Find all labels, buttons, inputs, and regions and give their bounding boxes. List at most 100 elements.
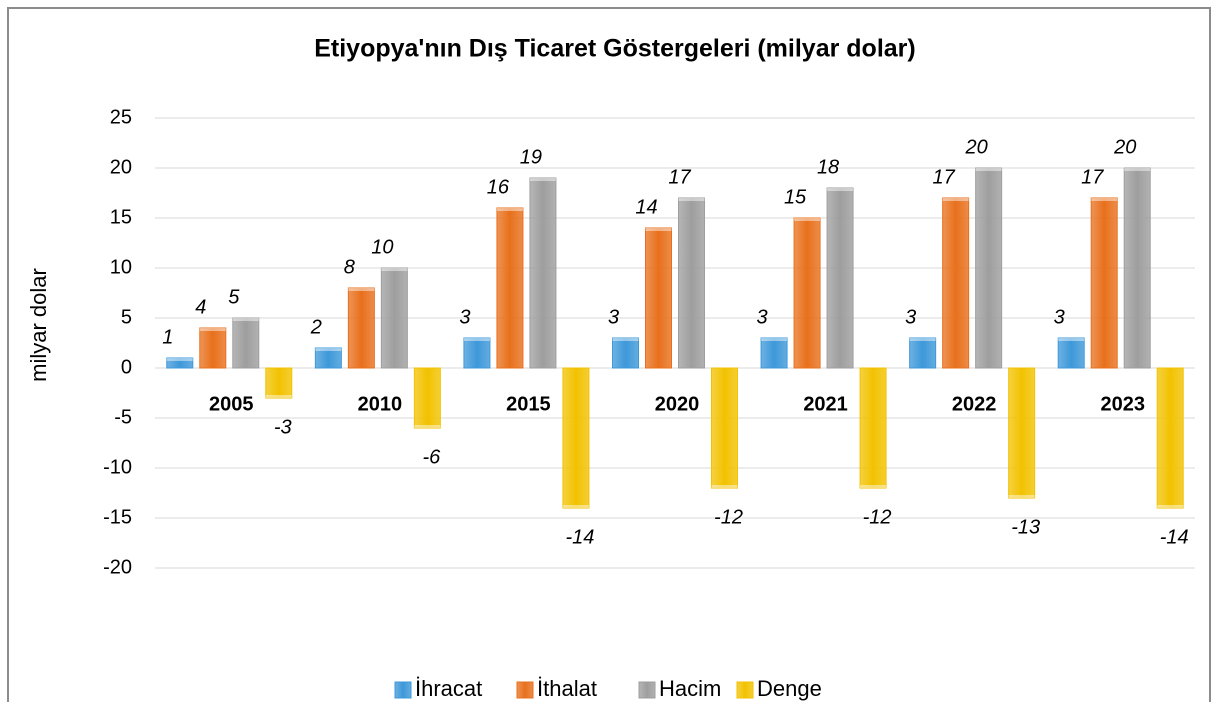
legend-label: İthalat <box>537 676 597 701</box>
legend-label: İhracat <box>415 676 482 701</box>
bar <box>380 267 408 369</box>
x-tick-label: 2022 <box>952 393 997 415</box>
bar <box>496 207 524 369</box>
y-tick-label: -15 <box>103 506 132 528</box>
bar <box>859 367 887 489</box>
data-label: -14 <box>565 526 594 548</box>
y-tick-label: 25 <box>110 106 132 128</box>
data-label: 18 <box>817 156 839 178</box>
bar-cap <box>381 268 408 271</box>
bar <box>1090 197 1118 369</box>
bar-cap <box>562 505 589 508</box>
data-label: 16 <box>487 176 510 198</box>
bar-cap <box>827 188 854 191</box>
legend-label: Denge <box>757 676 822 701</box>
bar <box>166 357 194 369</box>
bar <box>562 367 590 509</box>
bar-cap <box>975 168 1002 171</box>
bar <box>347 287 375 369</box>
bar <box>1008 367 1036 499</box>
y-tick-label: 10 <box>110 256 132 278</box>
data-label: 3 <box>905 306 916 328</box>
bar <box>711 367 738 489</box>
bar-cap <box>942 198 969 201</box>
data-label: 15 <box>784 186 807 208</box>
data-label: -3 <box>274 416 292 438</box>
y-tick-label: -10 <box>103 456 132 478</box>
bar-cap <box>1157 505 1184 508</box>
bar-cap <box>711 485 738 488</box>
bar-cap <box>232 318 259 321</box>
y-tick-label: 20 <box>110 156 132 178</box>
bar-cap <box>761 338 788 341</box>
bar <box>232 317 260 369</box>
bar <box>1057 337 1085 369</box>
x-tick-label: 2020 <box>655 393 700 415</box>
legend-swatch <box>394 681 412 699</box>
bar <box>199 327 227 369</box>
bar <box>909 337 937 369</box>
bar <box>678 197 705 369</box>
data-label: 5 <box>228 286 240 308</box>
data-label: -12 <box>714 506 743 528</box>
y-tick-label: -5 <box>114 406 132 428</box>
bar <box>942 197 970 369</box>
bar <box>529 177 557 369</box>
x-tick-label: 2010 <box>358 393 403 415</box>
y-tick-label: 0 <box>121 356 132 378</box>
bar-cap <box>265 395 292 398</box>
data-label: 17 <box>668 166 691 188</box>
bar-cap <box>463 338 490 341</box>
data-label: 3 <box>608 306 619 328</box>
data-label: 3 <box>459 306 470 328</box>
x-tick-label: 2005 <box>209 393 254 415</box>
bar <box>612 337 639 369</box>
bar-cap <box>414 425 441 428</box>
legend-swatch <box>638 681 656 699</box>
bar <box>1123 167 1151 369</box>
bar-cap <box>860 485 887 488</box>
legend-label: Hacim <box>659 676 721 701</box>
bar <box>975 167 1003 369</box>
data-label: -13 <box>1011 516 1040 538</box>
chart-title: Etiyopya'nın Dış Ticaret Göstergeleri (m… <box>314 35 916 63</box>
legend-swatch <box>516 681 534 699</box>
chart-frame <box>7 7 1211 702</box>
bar <box>645 227 672 369</box>
bar <box>1156 367 1184 509</box>
bar-cap <box>348 288 375 291</box>
data-label: 17 <box>933 166 956 188</box>
data-label: 20 <box>1113 136 1136 158</box>
data-label: 3 <box>1054 306 1065 328</box>
bar <box>826 187 854 369</box>
bar-cap <box>645 228 672 231</box>
data-label: 1 <box>162 326 173 348</box>
bar-cap <box>909 338 936 341</box>
x-tick-label: 2015 <box>506 393 551 415</box>
data-label: -12 <box>863 506 892 528</box>
data-label: 2 <box>310 316 322 338</box>
bar-cap <box>794 218 821 221</box>
bar <box>760 337 788 369</box>
bar-cap <box>529 178 556 181</box>
data-label: 17 <box>1081 166 1104 188</box>
bar <box>793 217 821 369</box>
data-label: -14 <box>1160 526 1189 548</box>
x-tick-label: 2021 <box>803 393 848 415</box>
data-label: 4 <box>195 296 206 318</box>
bar <box>314 347 342 369</box>
data-label: 20 <box>965 136 988 158</box>
data-label: -6 <box>422 446 441 468</box>
bar-cap <box>1124 168 1151 171</box>
bar-cap <box>199 328 226 331</box>
bar-cap <box>678 198 705 201</box>
y-tick-label: 5 <box>121 306 132 328</box>
data-label: 3 <box>757 306 768 328</box>
bar <box>413 367 441 429</box>
bar-cap <box>1091 198 1118 201</box>
bar-cap <box>166 358 193 361</box>
bar-cap <box>315 348 342 351</box>
data-label: 19 <box>520 146 542 168</box>
bar-cap <box>1058 338 1085 341</box>
